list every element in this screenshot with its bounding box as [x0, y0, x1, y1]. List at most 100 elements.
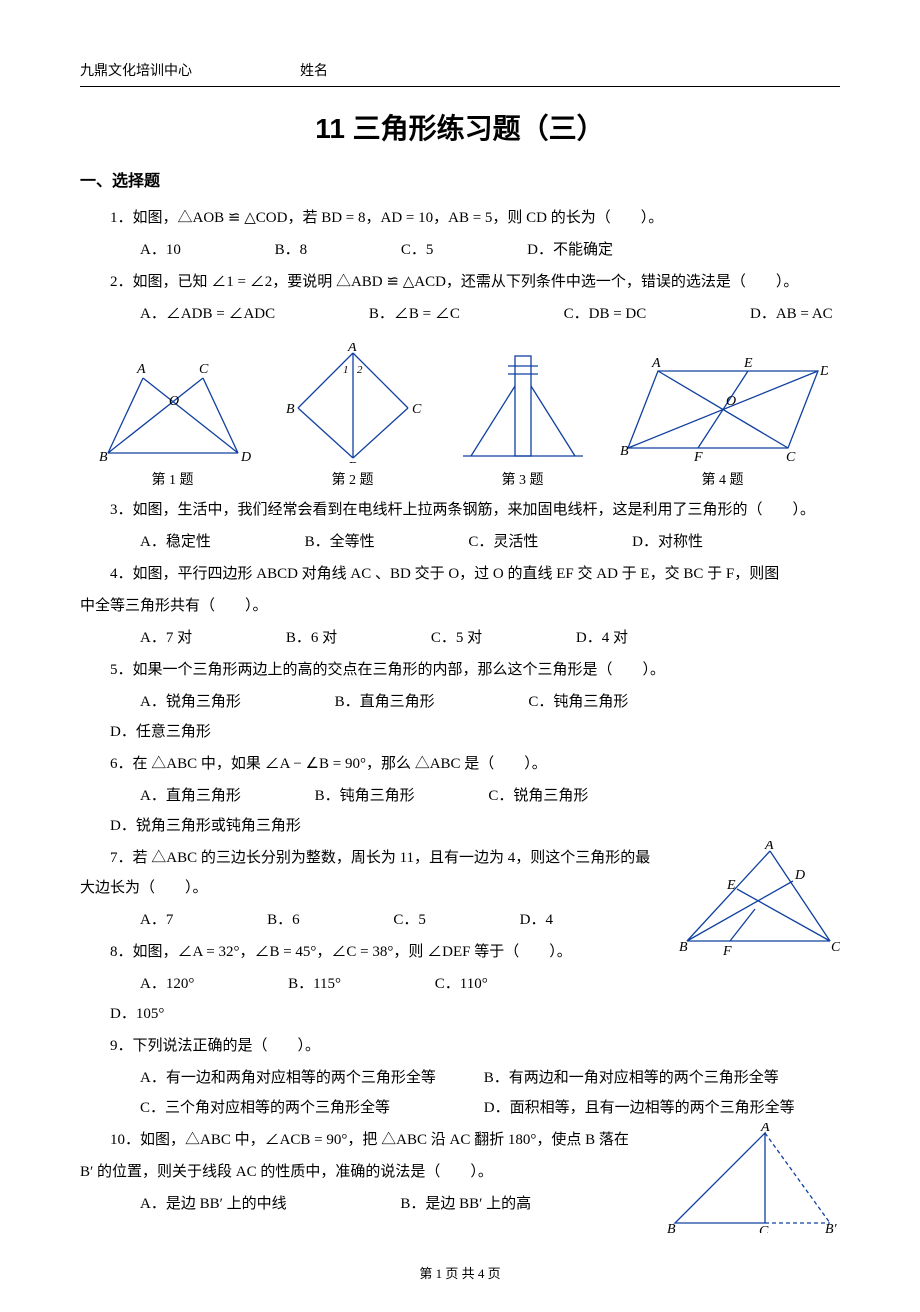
q4-text-1: 4．如图，平行四边形 ABCD 对角线 AC 、BD 交于 O，过 O 的直线 … [80, 559, 840, 589]
figure-1-caption: 第 1 题 [93, 469, 253, 489]
figure-q8-svg: A B C D E F [675, 841, 840, 961]
svg-text:D: D [240, 450, 251, 463]
q6-opt-a: A．直角三角形 [110, 781, 241, 811]
figure-4-caption: 第 4 题 [618, 469, 828, 489]
q4-opt-d: D．4 对 [546, 623, 628, 653]
q8-opt-a: A．120° [110, 969, 194, 999]
q2-opt-c: C．DB = DC [534, 299, 647, 329]
q8-opt-b: B．115° [258, 969, 341, 999]
svg-text:A: A [136, 362, 146, 377]
figure-4-svg: A E D B F C O [618, 353, 828, 463]
figure-q8: A B C D E F [665, 841, 840, 961]
q3-opt-c: C．灵活性 [438, 527, 538, 557]
q7-opt-a: A．7 [110, 905, 173, 935]
q7-options: A．7 B．6 C．5 D．4 [80, 905, 665, 935]
q10-opt-b: B．是边 BB′ 上的高 [370, 1189, 531, 1219]
q1-options: A．10 B．8 C．5 D．不能确定 [80, 235, 840, 265]
svg-text:B: B [620, 444, 629, 459]
q6-opt-c: C．锐角三角形 [458, 781, 588, 811]
q2-options: A．∠ADB = ∠ADC B．∠B = ∠C C．DB = DC D．AB =… [80, 299, 840, 329]
figure-2: A B C D 1 2 第 2 题 [278, 343, 428, 489]
q9-opt-d: D．面积相等，且有一边相等的两个三角形全等 [454, 1093, 795, 1123]
svg-text:E: E [743, 356, 753, 371]
q5-opt-a: A．锐角三角形 [110, 687, 241, 717]
q1-text: 1．如图，△AOB ≌ △COD，若 BD = 8，AD = 10，AB = 5… [80, 203, 840, 233]
svg-text:2: 2 [357, 364, 363, 376]
svg-text:D: D [794, 868, 805, 883]
q4-opt-a: A．7 对 [110, 623, 192, 653]
q2-opt-b: B．∠B = ∠C [339, 299, 460, 329]
svg-text:C: C [759, 1224, 769, 1233]
q8-options: A．120° B．115° C．110° D．105° [80, 969, 665, 1029]
figure-3-caption: 第 3 题 [453, 469, 593, 489]
svg-text:D: D [347, 460, 358, 463]
figure-q10: A B C B′ [655, 1123, 840, 1233]
q10-text-2: B′ 的位置，则关于线段 AC 的性质中，准确的说法是（ ）。 [80, 1157, 655, 1187]
q10-opt-a: A．是边 BB′ 上的中线 [110, 1189, 287, 1219]
q8-text: 8．如图，∠A = 32°，∠B = 45°，∠C = 38°，则 ∠DEF 等… [80, 937, 665, 967]
q7-opt-b: B．6 [237, 905, 300, 935]
q3-text: 3．如图，生活中，我们经常会看到在电线杆上拉两条钢筋，来加固电线杆，这是利用了三… [80, 495, 840, 525]
q2-opt-a: A．∠ADB = ∠ADC [110, 299, 275, 329]
q9-options-row1: A．有一边和两角对应相等的两个三角形全等 B．有两边和一角对应相等的两个三角形全… [80, 1063, 840, 1093]
svg-text:B: B [99, 450, 108, 463]
q4-opt-b: B．6 对 [256, 623, 337, 653]
svg-text:C: C [786, 450, 796, 463]
svg-text:O: O [169, 394, 179, 409]
q6-options: A．直角三角形 B．钝角三角形 C．锐角三角形 D．锐角三角形或钝角三角形 [80, 781, 840, 841]
q6-opt-d: D．锐角三角形或钝角三角形 [80, 811, 301, 841]
q2-opt-d: D．AB = AC [720, 299, 833, 329]
svg-text:B: B [679, 940, 688, 955]
q7-opt-c: C．5 [363, 905, 426, 935]
svg-text:D: D [819, 364, 828, 379]
q3-opt-a: A．稳定性 [110, 527, 211, 557]
q10-text-1: 10．如图，△ABC 中，∠ACB = 90°，把 △ABC 沿 AC 翻折 1… [80, 1125, 655, 1155]
svg-text:B: B [667, 1222, 676, 1233]
svg-text:A: A [764, 841, 774, 853]
q6-text: 6．在 △ABC 中，如果 ∠A − ∠B = 90°，那么 △ABC 是（ ）… [80, 749, 840, 779]
q1-opt-a: A．10 [110, 235, 181, 265]
q3-options: A．稳定性 B．全等性 C．灵活性 D．对称性 [80, 527, 840, 557]
svg-text:A: A [760, 1123, 770, 1135]
svg-text:B: B [286, 402, 295, 417]
figure-3-svg [453, 348, 593, 463]
name-label: 姓名 [300, 60, 328, 80]
q8-opt-d: D．105° [80, 999, 164, 1029]
q7-text: 7．若 △ABC 的三边长分别为整数，周长为 11，且有一边为 4，则这个三角形… [80, 843, 665, 903]
figure-1: A C B D O 第 1 题 [93, 353, 253, 489]
q5-opt-b: B．直角三角形 [305, 687, 435, 717]
q7-opt-d: D．4 [490, 905, 553, 935]
page-header: 九鼎文化培训中心 姓名 [80, 60, 840, 87]
q1-opt-b: B．8 [245, 235, 308, 265]
q4-options: A．7 对 B．6 对 C．5 对 D．4 对 [80, 623, 840, 653]
q5-text: 5．如果一个三角形两边上的高的交点在三角形的内部，那么这个三角形是（ ）。 [80, 655, 840, 685]
q4-text-2: 中全等三角形共有（ ）。 [80, 591, 840, 621]
svg-text:F: F [693, 450, 703, 463]
svg-text:E: E [726, 878, 736, 893]
section-1-heading: 一、选择题 [80, 167, 840, 191]
q6-opt-b: B．钝角三角形 [285, 781, 415, 811]
figure-q10-svg: A B C B′ [665, 1123, 840, 1233]
figure-3: 第 3 题 [453, 348, 593, 489]
q1-opt-c: C．5 [371, 235, 434, 265]
svg-text:1: 1 [343, 364, 349, 376]
figure-row: A C B D O 第 1 题 A B C D [80, 343, 840, 489]
figure-1-svg: A C B D O [93, 353, 253, 463]
figure-4: A E D B F C O 第 4 题 [618, 353, 828, 489]
q3-opt-b: B．全等性 [275, 527, 375, 557]
org-name: 九鼎文化培训中心 [80, 60, 300, 80]
svg-text:B′: B′ [825, 1222, 838, 1233]
svg-text:F: F [722, 944, 732, 959]
svg-text:C: C [199, 362, 209, 377]
q10-options: A．是边 BB′ 上的中线 B．是边 BB′ 上的高 [80, 1189, 655, 1219]
q9-opt-c: C．三个角对应相等的两个三角形全等 [110, 1093, 450, 1123]
q9-text: 9．下列说法正确的是（ ）。 [80, 1031, 840, 1061]
q5-opt-c: C．钝角三角形 [498, 687, 628, 717]
q9-opt-b: B．有两边和一角对应相等的两个三角形全等 [454, 1063, 779, 1093]
svg-text:A: A [651, 356, 661, 371]
q2-text: 2．如图，已知 ∠1 = ∠2，要说明 △ABD ≌ △ACD，还需从下列条件中… [80, 267, 840, 297]
q4-opt-c: C．5 对 [401, 623, 482, 653]
q5-options: A．锐角三角形 B．直角三角形 C．钝角三角形 D．任意三角形 [80, 687, 840, 747]
figure-2-caption: 第 2 题 [278, 469, 428, 489]
q9-opt-a: A．有一边和两角对应相等的两个三角形全等 [110, 1063, 450, 1093]
